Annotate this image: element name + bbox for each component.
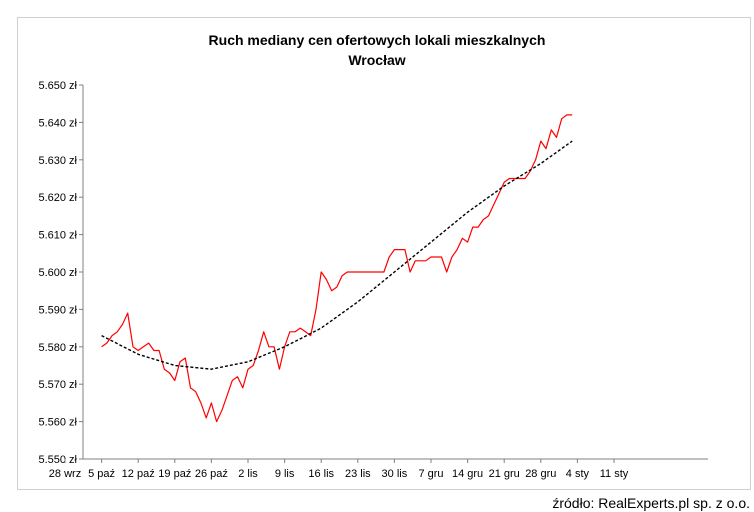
x-tick-label: 28 wrz (49, 468, 81, 480)
series-median-line (101, 114, 573, 423)
y-tick-label: 5.590 zł (38, 304, 77, 316)
x-tick-label: 9 lis (275, 468, 295, 480)
y-tick-label: 5.650 zł (38, 80, 77, 92)
chart-border (17, 17, 751, 490)
x-tick-label: 11 sty (600, 468, 629, 480)
x-tick-label: 4 sty (566, 468, 590, 480)
x-tick-label: 23 lis (345, 468, 371, 480)
chart-subtitle: Wrocław (348, 52, 405, 68)
y-tick-label: 5.550 zł (38, 454, 77, 466)
y-tick-label: 5.620 zł (38, 192, 77, 204)
x-tick-label: 26 paź (195, 468, 228, 480)
source-note: źródło: RealExperts.pl sp. z o.o. (552, 495, 750, 511)
series-group (101, 114, 573, 423)
x-tick-label: 19 paź (158, 468, 191, 480)
x-tick-label: 12 paź (122, 468, 155, 480)
y-tick-label: 5.560 zł (38, 417, 77, 429)
series-trend-line (101, 140, 573, 370)
y-axis-ticks: 5.550 zł 5.560 zł 5.570 zł 5.580 zł 5.590 zł… (38, 80, 83, 466)
y-tick-label: 5.630 zł (38, 155, 77, 167)
x-tick-label: 2 lis (238, 468, 258, 480)
x-tick-label: 16 lis (308, 468, 334, 480)
x-tick-label: 28 gru (525, 468, 556, 480)
chart-title: Ruch mediany cen ofertowych lokali miesz… (209, 32, 546, 48)
x-tick-label: 30 lis (382, 468, 408, 480)
y-tick-label: 5.610 zł (38, 230, 77, 242)
x-tick-label: 5 paź (88, 468, 115, 480)
x-tick-label: 7 gru (418, 468, 443, 480)
y-tick-label: 5.580 zł (38, 342, 77, 354)
x-tick-label: 21 gru (489, 468, 520, 480)
y-tick-label: 5.600 zł (38, 267, 77, 279)
y-tick-label: 5.640 zł (38, 117, 77, 129)
x-axis-ticks: 28 wrz 5 paź 12 paź 19 paź 26 paź 2 lis 9 lis 1… (49, 459, 629, 480)
y-tick-label: 5.570 zł (38, 379, 77, 391)
x-tick-label: 14 gru (452, 468, 483, 480)
